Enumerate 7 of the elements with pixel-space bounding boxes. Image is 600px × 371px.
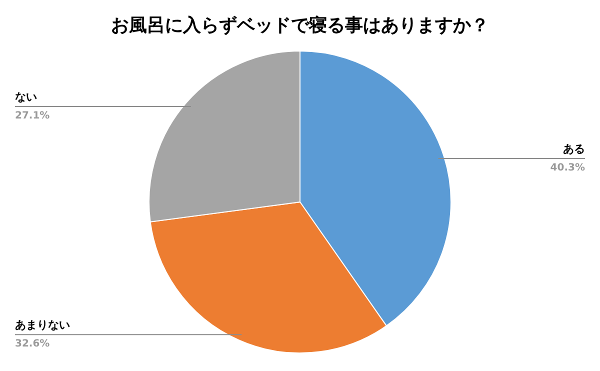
slice-label: あまりない	[15, 318, 70, 332]
slice-label: ない	[15, 90, 37, 104]
chart-title: お風呂に入らずベッドで寝る事はありますか？	[111, 15, 489, 36]
data-label: 40.3%	[550, 162, 585, 174]
data-label: 32.6%	[15, 338, 50, 350]
slice-label: ある	[563, 142, 585, 156]
data-label: 27.1%	[15, 110, 50, 122]
